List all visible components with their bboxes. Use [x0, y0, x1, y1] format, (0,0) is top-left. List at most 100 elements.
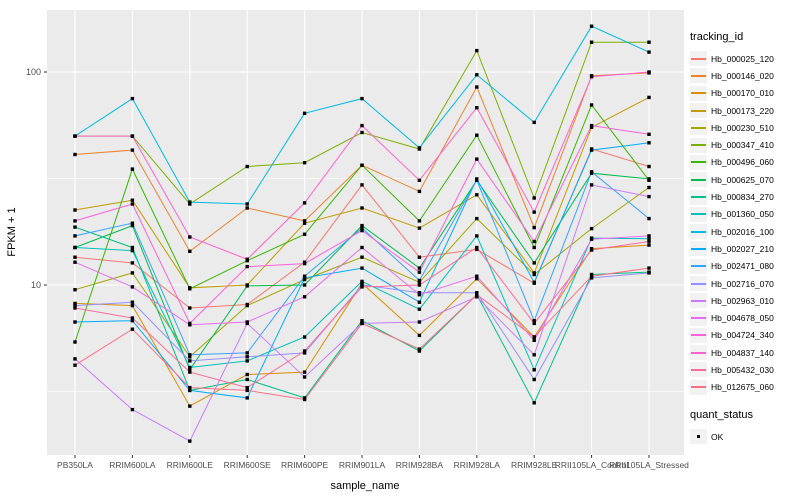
data-point [130, 407, 135, 412]
data-point [417, 293, 422, 297]
data-point [130, 245, 135, 250]
legend-item-label: Hb_004678_050 [711, 313, 774, 324]
data-point [360, 130, 364, 135]
legend-key-line-icon [690, 258, 707, 274]
data-point [647, 95, 651, 100]
data-point [532, 239, 536, 244]
data-point [417, 307, 422, 311]
data-point [130, 285, 135, 289]
data-point [73, 134, 77, 138]
legend-item: Hb_000834_270 [690, 188, 798, 205]
data-point [589, 40, 594, 44]
plot-panel [47, 10, 684, 455]
data-point [188, 388, 192, 393]
data-point [647, 266, 651, 270]
data-point [360, 163, 364, 167]
data-point [647, 132, 651, 136]
x-axis-title: sample_name [330, 480, 399, 492]
data-point [130, 221, 135, 225]
data-point [130, 167, 135, 171]
data-point [360, 255, 364, 259]
data-point [475, 157, 479, 161]
data-point [647, 234, 651, 238]
data-point [245, 377, 249, 382]
x-tick-label: RRIM928LA [454, 460, 501, 470]
data-point [73, 255, 77, 259]
data-point [73, 219, 77, 223]
data-point [647, 194, 651, 199]
data-point [130, 271, 135, 275]
data-point [130, 327, 135, 331]
data-point [188, 359, 192, 363]
data-point [417, 266, 422, 270]
legend-item: Hb_000146_020 [690, 67, 798, 84]
data-point [245, 284, 249, 288]
data-point [245, 264, 249, 269]
legend-shape-title: quant_status [690, 408, 753, 421]
y-tick-label: 10 [31, 280, 41, 290]
data-point [73, 234, 77, 238]
legend-key-line-icon [690, 241, 707, 257]
data-point [360, 96, 364, 101]
legend-item-label: Hb_000146_020 [711, 70, 774, 81]
data-point [475, 73, 479, 77]
data-point [245, 396, 249, 400]
data-point [302, 375, 307, 379]
legend-key-line-icon [690, 85, 707, 101]
data-point [647, 216, 651, 221]
data-point [647, 50, 651, 54]
legend: tracking_id Hb_000025_120 Hb_000146_020 Hb… [690, 31, 798, 445]
data-point [302, 370, 307, 374]
data-point [532, 319, 536, 323]
legend-key-point-icon [690, 429, 707, 445]
data-point [302, 161, 307, 165]
data-point [302, 261, 307, 266]
legend-item-label: Hb_000834_270 [711, 192, 774, 203]
data-point [245, 206, 249, 210]
data-point [647, 40, 651, 44]
data-point [417, 178, 422, 182]
data-point [417, 278, 422, 283]
data-point [302, 335, 307, 339]
data-point [475, 293, 479, 297]
legend-key-line-icon [690, 172, 707, 188]
data-point [130, 316, 135, 320]
data-point [475, 247, 479, 252]
data-point [302, 219, 307, 223]
data-point [245, 202, 249, 206]
data-point [589, 75, 594, 79]
data-point [188, 287, 192, 291]
data-point [417, 283, 422, 287]
legend-item: Hb_000347_410 [690, 136, 798, 153]
data-point [360, 319, 364, 323]
data-point [647, 185, 651, 190]
legend-item: Hb_005432_030 [690, 361, 798, 378]
data-point [73, 363, 77, 367]
legend-item: Hb_000170_010 [690, 85, 798, 102]
data-point [589, 103, 594, 107]
data-point [302, 221, 307, 225]
data-point [417, 226, 422, 230]
data-point [589, 148, 594, 152]
data-point [245, 359, 249, 363]
x-tick-label: RRIM600PE [281, 460, 329, 470]
data-point [188, 249, 192, 253]
data-point [360, 281, 364, 285]
data-point [647, 239, 651, 244]
data-point [130, 96, 135, 101]
legend-item: Hb_004678_050 [690, 309, 798, 326]
legend-item-label: Hb_002716_070 [711, 278, 774, 289]
data-point [360, 283, 364, 287]
legend-item-label: Hb_000496_060 [711, 157, 774, 168]
legend-item: Hb_000625_070 [690, 171, 798, 188]
data-point [589, 248, 594, 252]
legend-key-line-icon [690, 103, 707, 119]
x-tick-label: RRIM600SE [224, 460, 272, 470]
data-point [188, 235, 192, 239]
legend-key-line-icon [690, 224, 707, 240]
legend-item-label: Hb_002027_210 [711, 243, 774, 254]
data-point [73, 320, 77, 324]
x-tick-label: RRIM901LA [339, 460, 386, 470]
x-tick-label: RRII105LA_Control [555, 460, 629, 470]
